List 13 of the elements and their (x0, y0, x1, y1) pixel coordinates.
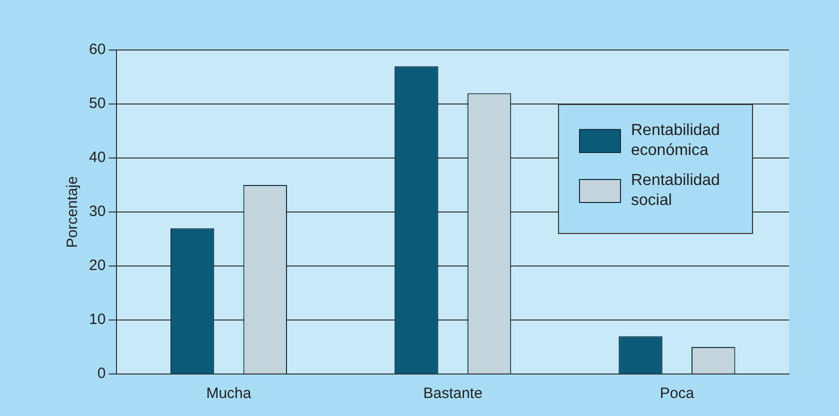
y-tick-label: 20 (88, 257, 106, 274)
y-tick-label: 10 (88, 311, 106, 328)
y-axis-title: Porcentaje (64, 176, 82, 248)
y-tick-label: 60 (88, 41, 106, 58)
x-tick-label: Poca (660, 385, 695, 402)
x-tick-label: Mucha (206, 385, 252, 402)
y-tick-label: 50 (88, 95, 106, 112)
y-tick-label: 0 (97, 365, 106, 382)
x-tick-label: Bastante (423, 385, 482, 402)
legend-label: Rentabilidad económica (631, 121, 721, 161)
legend-label: Rentabilidad social (631, 171, 721, 211)
y-tick-label: 30 (88, 203, 106, 220)
y-tick-label: 40 (88, 149, 106, 166)
